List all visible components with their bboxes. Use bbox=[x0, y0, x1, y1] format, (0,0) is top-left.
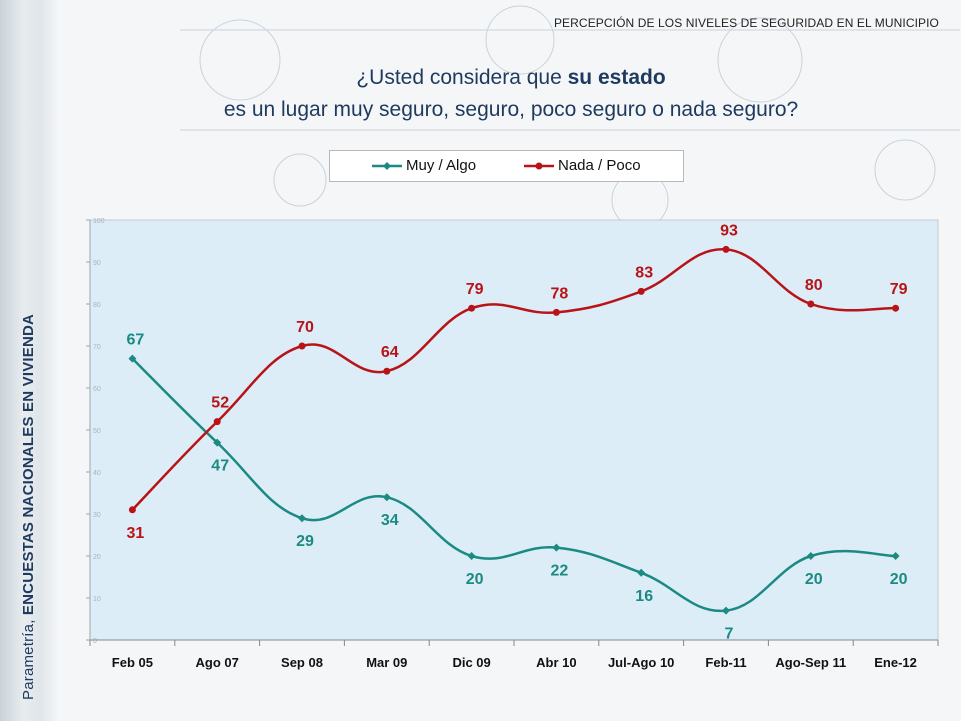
point-muy-2 bbox=[298, 514, 306, 523]
x-tick-label-1: Ago 07 bbox=[196, 655, 239, 670]
y-tick-label-0: 0 bbox=[93, 638, 97, 645]
data-label-muy-7: 7 bbox=[725, 626, 734, 643]
point-nada-4 bbox=[468, 304, 476, 312]
legend-marker-nada bbox=[524, 162, 554, 169]
point-nada-6 bbox=[637, 287, 645, 295]
x-tick-label-4: Dic 09 bbox=[452, 655, 490, 670]
x-tick-label-7: Feb-11 bbox=[705, 655, 746, 670]
data-label-muy-9: 20 bbox=[890, 571, 908, 588]
x-tick-label-6: Jul-Ago 10 bbox=[608, 655, 674, 670]
legend-label-muy: Muy / Algo bbox=[406, 157, 477, 174]
point-nada-8 bbox=[807, 300, 815, 308]
y-tick-label-70: 70 bbox=[93, 344, 101, 351]
point-muy-7 bbox=[722, 606, 730, 615]
legend-item-nada: Nada / Poco bbox=[524, 157, 641, 174]
data-label-muy-8: 20 bbox=[805, 571, 823, 588]
question-line-2: es un lugar muy seguro, seguro, poco seg… bbox=[223, 98, 799, 121]
data-label-nada-1: 52 bbox=[211, 395, 229, 412]
question-line-1: ¿Usted considera que su estado bbox=[100, 66, 922, 90]
data-label-nada-3: 64 bbox=[381, 344, 399, 361]
y-tick-label-60: 60 bbox=[93, 386, 101, 393]
data-label-muy-0: 67 bbox=[127, 332, 145, 349]
y-tick-label-50: 50 bbox=[93, 428, 101, 435]
data-label-muy-3: 34 bbox=[381, 512, 399, 529]
point-nada-3 bbox=[383, 367, 391, 375]
point-nada-1 bbox=[213, 418, 221, 426]
legend-item-muy: Muy / Algo bbox=[372, 157, 476, 174]
y-tick-label-30: 30 bbox=[93, 512, 101, 519]
point-muy-8 bbox=[806, 552, 815, 560]
series-line-muy bbox=[131, 357, 896, 613]
point-nada-0 bbox=[128, 506, 136, 514]
data-label-nada-4: 79 bbox=[466, 281, 484, 298]
x-tick-label-9: Ene-12 bbox=[874, 655, 917, 670]
point-muy-5 bbox=[552, 543, 561, 552]
data-label-nada-2: 70 bbox=[296, 319, 314, 336]
point-muy-4 bbox=[467, 552, 476, 560]
data-label-muy-4: 20 bbox=[466, 571, 484, 588]
legend-label-nada: Nada / Poco bbox=[558, 157, 641, 174]
y-tick-label-40: 40 bbox=[93, 470, 101, 477]
x-tick-label-8: Ago-Sep 11 bbox=[775, 655, 846, 670]
question-bold: su estado bbox=[567, 66, 666, 89]
point-muy-6 bbox=[637, 568, 646, 577]
data-label-muy-2: 29 bbox=[296, 533, 314, 550]
y-tick-label-10: 10 bbox=[93, 596, 101, 603]
series-line-nada bbox=[131, 248, 896, 511]
point-muy-0 bbox=[128, 354, 137, 363]
point-muy-1 bbox=[213, 438, 222, 447]
data-label-nada-9: 79 bbox=[890, 281, 908, 298]
chart-legend: Muy / Algo Nada / Poco bbox=[329, 150, 684, 182]
data-label-nada-6: 83 bbox=[635, 264, 653, 281]
point-muy-3 bbox=[382, 493, 391, 502]
y-tick-label-100: 100 bbox=[93, 218, 105, 225]
question-plain: ¿Usted considera que bbox=[356, 66, 568, 89]
x-tick-label-3: Mar 09 bbox=[366, 655, 407, 670]
point-nada-2 bbox=[298, 342, 306, 350]
data-label-muy-5: 22 bbox=[551, 563, 569, 580]
data-label-muy-6: 16 bbox=[635, 588, 653, 605]
x-tick-label-2: Sep 08 bbox=[281, 655, 323, 670]
data-label-nada-0: 31 bbox=[127, 525, 145, 542]
y-tick-label-20: 20 bbox=[93, 554, 101, 561]
data-label-muy-1: 47 bbox=[211, 458, 229, 475]
sidebar-decoration bbox=[0, 0, 58, 721]
plot-area bbox=[89, 219, 939, 641]
legend-marker-muy bbox=[372, 161, 402, 170]
y-tick-label-80: 80 bbox=[93, 302, 101, 309]
point-nada-7 bbox=[722, 245, 730, 253]
data-label-nada-7: 93 bbox=[720, 222, 738, 239]
point-nada-9 bbox=[892, 304, 900, 312]
point-muy-9 bbox=[891, 552, 900, 560]
x-tick-label-0: Feb 05 bbox=[112, 655, 153, 670]
data-label-nada-5: 78 bbox=[551, 285, 569, 302]
x-tick-label-5: Abr 10 bbox=[536, 655, 576, 670]
data-label-nada-8: 80 bbox=[805, 277, 823, 294]
y-tick-label-90: 90 bbox=[93, 260, 101, 267]
section-title: PERCEPCIÓN DE LOS NIVELES DE SEGURIDAD E… bbox=[553, 16, 939, 30]
point-nada-5 bbox=[552, 308, 560, 316]
